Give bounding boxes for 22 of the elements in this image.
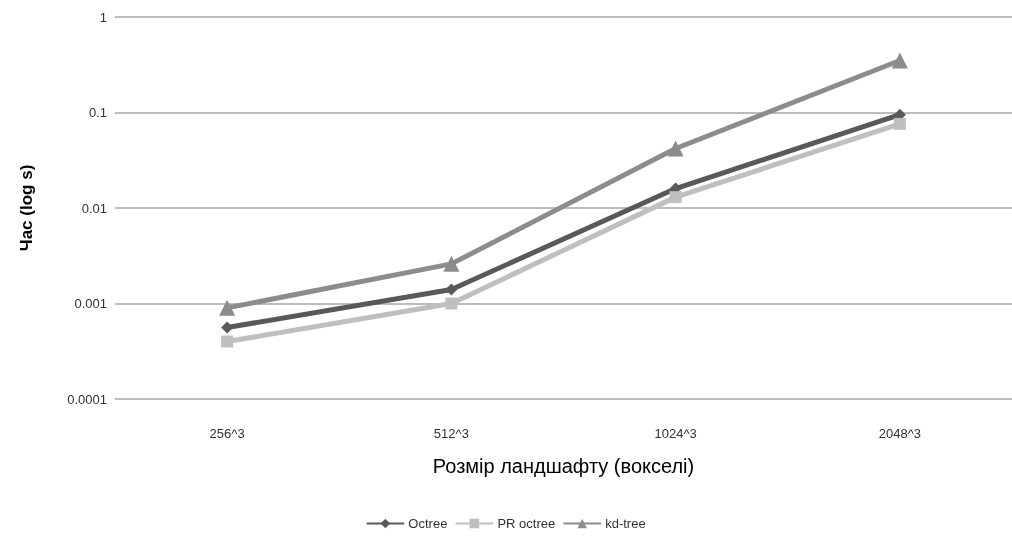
y-tick-label: 0.001 — [74, 296, 107, 311]
point — [443, 255, 460, 272]
point — [891, 52, 908, 69]
point — [445, 297, 458, 310]
x-axis-title: Розмір ландшафту (вокселі) — [432, 455, 695, 477]
y-axis-title: Час (log s) — [17, 164, 36, 252]
point — [667, 140, 684, 157]
x-tick-label: 2048^3 — [878, 426, 921, 441]
point — [669, 191, 682, 204]
point — [219, 299, 236, 316]
y-tick-label: 1 — [99, 9, 107, 25]
point — [893, 117, 906, 130]
legend-label: Octree — [408, 516, 448, 531]
x-tick-label: 512^3 — [433, 426, 469, 441]
x-tick-label: 1024^3 — [654, 426, 697, 441]
y-tick-label: 0.1 — [88, 105, 107, 120]
y-tick-label: 0.01 — [81, 200, 107, 216]
x-tick-label: 256^3 — [209, 426, 245, 441]
y-tick-label: 0.0001 — [67, 391, 107, 407]
legend-label: PR octree — [497, 516, 556, 531]
point — [221, 335, 234, 348]
legend-label: kd-tree — [605, 516, 646, 531]
